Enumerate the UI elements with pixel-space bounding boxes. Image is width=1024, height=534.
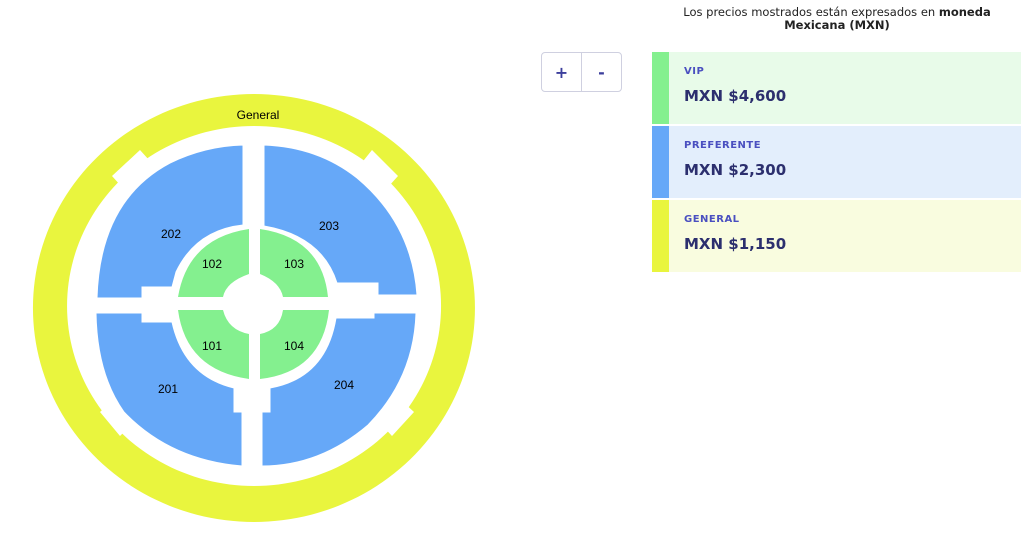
- section-103[interactable]: [260, 229, 328, 297]
- price-color-bar: [652, 200, 669, 272]
- currency-notice: Los precios mostrados están expresados e…: [660, 6, 1014, 32]
- price-card-preferente[interactable]: PREFERENTE MXN $2,300: [652, 126, 1021, 198]
- section-102-label: 102: [202, 257, 222, 271]
- price-list: VIP MXN $4,600 PREFERENTE MXN $2,300 GEN…: [652, 52, 1021, 274]
- section-102[interactable]: [178, 229, 249, 297]
- price-color-bar: [652, 126, 669, 198]
- section-201-label: 201: [158, 382, 178, 396]
- price-color-bar: [652, 52, 669, 124]
- section-101-label: 101: [202, 339, 222, 353]
- price-amount: MXN $2,300: [684, 161, 787, 179]
- section-201[interactable]: [95, 312, 243, 467]
- section-203[interactable]: [263, 144, 418, 296]
- zoom-out-button[interactable]: -: [582, 53, 621, 91]
- price-card-vip[interactable]: VIP MXN $4,600: [652, 52, 1021, 124]
- section-204-label: 204: [334, 378, 354, 392]
- price-category: PREFERENTE: [684, 140, 762, 151]
- currency-notice-bold: moneda Mexicana (MXN): [784, 5, 991, 32]
- section-204[interactable]: [261, 312, 417, 467]
- section-104[interactable]: [260, 310, 329, 379]
- zoom-divider: [581, 53, 582, 91]
- section-203-label: 203: [319, 219, 339, 233]
- section-202[interactable]: [96, 144, 244, 299]
- price-category: VIP: [684, 66, 705, 77]
- price-card-general[interactable]: GENERAL MXN $1,150: [652, 200, 1021, 272]
- section-202-label: 202: [161, 227, 181, 241]
- section-101[interactable]: [178, 310, 249, 379]
- section-103-label: 103: [284, 257, 304, 271]
- price-amount: MXN $4,600: [684, 87, 787, 105]
- venue-map: General 202 203 201 204 102 103 101 104: [32, 94, 475, 522]
- currency-notice-text: Los precios mostrados están expresados e…: [683, 5, 939, 19]
- zoom-controls: + -: [541, 52, 622, 92]
- zoom-in-button[interactable]: +: [542, 53, 581, 91]
- price-category: GENERAL: [684, 214, 740, 225]
- section-general[interactable]: [32, 94, 475, 522]
- general-label: General: [237, 108, 280, 122]
- price-amount: MXN $1,150: [684, 235, 787, 253]
- section-104-label: 104: [284, 339, 304, 353]
